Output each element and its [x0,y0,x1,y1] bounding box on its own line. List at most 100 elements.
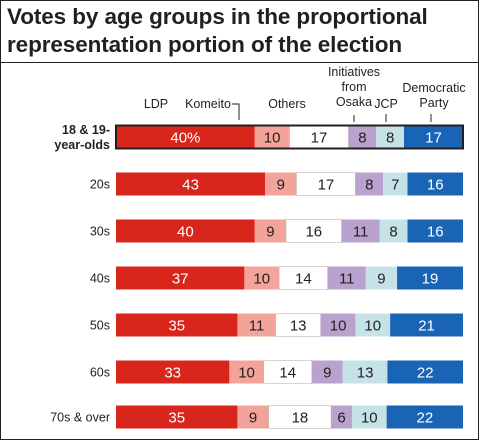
data-label-initiatives-from-osaka-50s: 10 [330,318,347,335]
bar-segment-initiatives-from-osaka-20s [355,172,384,196]
data-label-komeito-60s: 10 [238,365,255,382]
legend-label-komeito: Komeito [185,97,231,111]
bar-segment-democratic-party-40s [397,266,463,290]
bar-segment-democratic-party-20s [407,172,463,196]
bar-segment-jcp-50s [355,313,391,337]
data-label-komeito-40s: 10 [253,271,270,288]
bar-segment-jcp-18-19-year-olds [376,125,405,149]
bar-segment-democratic-party-18-19-year-olds [404,125,463,149]
data-label-democratic-party-50s: 21 [418,318,435,335]
bar-segment-jcp-30s [379,219,408,243]
bar-segment-democratic-party-30s [407,219,463,243]
bar-segment-democratic-party-70s-over [386,405,463,429]
data-label-others-20s: 17 [318,177,335,194]
bar-segment-initiatives-from-osaka-40s [327,266,366,290]
legend-label-initiatives-from-osaka: Initiatives from Osaka [328,65,380,109]
chart-title-line-1: Votes by age groups in the proportional [7,4,428,29]
data-label-initiatives-from-osaka-18-19-year-olds: 8 [358,130,366,147]
data-label-democratic-party-40s: 19 [422,271,439,288]
data-label-komeito-30s: 9 [266,224,274,241]
data-label-jcp-70s-over: 10 [361,410,378,427]
bar-segment-ldp-70s-over [116,405,238,429]
bar-segment-initiatives-from-osaka-60s [311,360,343,384]
category-label-70s-over: 70s & over [50,411,110,425]
bar-segment-others-70s-over [268,405,332,429]
data-label-jcp-60s: 13 [357,365,374,382]
bar-segment-jcp-40s [365,266,398,290]
bar-segment-others-40s [278,266,328,290]
bar-segment-komeito-70s-over [237,405,269,429]
bar-segment-ldp-30s [116,219,255,243]
chart-title-line-2: representation portion of the election [7,32,402,57]
category-label-18-19-year-olds: 18 & 19-year-olds [54,123,110,152]
data-label-jcp-18-19-year-olds: 8 [386,130,394,147]
legend-leader-komeito [232,103,240,120]
bar-segment-initiatives-from-osaka-70s-over [331,405,352,429]
data-label-jcp-30s: 8 [389,224,397,241]
highlight-outline-18-19-year-olds [115,124,464,150]
bar-segment-komeito-40s [244,266,280,290]
data-label-democratic-party-20s: 16 [427,177,444,194]
data-label-ldp-30s: 40 [177,224,194,241]
data-label-komeito-20s: 9 [277,177,285,194]
data-label-jcp-20s: 7 [391,177,399,194]
bar-segment-jcp-20s [383,172,408,196]
data-label-others-60s: 14 [279,365,296,382]
bar-segment-ldp-20s [116,172,266,196]
data-label-ldp-50s: 35 [168,318,185,335]
data-label-ldp-60s: 33 [164,365,181,382]
bar-segment-komeito-60s [229,360,264,384]
data-label-initiatives-from-osaka-30s: 11 [353,224,369,241]
bar-segment-jcp-70s-over [351,405,387,429]
category-label-50s: 50s [90,319,110,333]
data-label-democratic-party-60s: 22 [417,365,434,382]
data-label-ldp-40s: 37 [172,271,189,288]
bar-segment-komeito-50s [237,313,276,337]
data-label-democratic-party-18-19-year-olds: 17 [425,130,442,147]
data-label-initiatives-from-osaka-60s: 9 [323,365,331,382]
data-label-ldp-70s-over: 35 [168,410,185,427]
data-label-others-40s: 14 [295,271,312,288]
bar-segment-others-50s [275,313,322,337]
category-label-30s: 30s [90,225,110,239]
bar-segment-initiatives-from-osaka-18-19-year-olds [348,125,377,149]
bar-segment-komeito-30s [254,219,287,243]
data-label-ldp-18-19-year-olds: 40% [170,130,200,147]
data-label-democratic-party-70s-over: 22 [416,410,433,427]
bar-segment-ldp-50s [116,313,238,337]
data-label-jcp-40s: 9 [377,271,385,288]
data-label-initiatives-from-osaka-40s: 11 [339,271,355,288]
legend-label-jcp: JCP [374,97,398,111]
category-label-20s: 20s [90,178,110,192]
legend-label-ldp: LDP [144,97,168,111]
bar-segment-jcp-60s [342,360,388,384]
bar-segment-initiatives-from-osaka-50s [320,313,356,337]
data-label-initiatives-from-osaka-70s-over: 6 [337,410,345,427]
data-label-initiatives-from-osaka-20s: 8 [365,177,373,194]
legend-label-democratic-party: Democratic Party [402,81,465,110]
data-label-komeito-18-19-year-olds: 10 [264,130,281,147]
bar-segment-ldp-18-19-year-olds [116,125,255,149]
chart-title: Votes by age groups in the proportional … [7,3,477,59]
data-label-others-18-19-year-olds: 17 [311,130,328,147]
bar-segment-initiatives-from-osaka-30s [341,219,380,243]
bar-segment-ldp-40s [116,266,245,290]
data-label-democratic-party-30s: 16 [427,224,444,241]
bar-segment-komeito-18-19-year-olds [254,125,290,149]
bar-segment-democratic-party-50s [390,313,463,337]
bar-segment-democratic-party-60s [387,360,463,384]
data-label-jcp-50s: 10 [364,318,381,335]
data-label-komeito-70s-over: 9 [249,410,257,427]
bar-segment-ldp-60s [116,360,230,384]
category-label-40s: 40s [90,272,110,286]
data-label-others-30s: 16 [305,224,322,241]
data-label-others-70s-over: 18 [292,410,309,427]
category-label-60s: 60s [90,366,110,380]
title-divider [1,62,478,63]
data-label-komeito-50s: 11 [249,318,265,335]
data-label-others-50s: 13 [290,318,307,335]
data-label-ldp-20s: 43 [182,177,199,194]
bar-segment-komeito-20s [265,172,297,196]
legend-label-others: Others [268,97,306,111]
